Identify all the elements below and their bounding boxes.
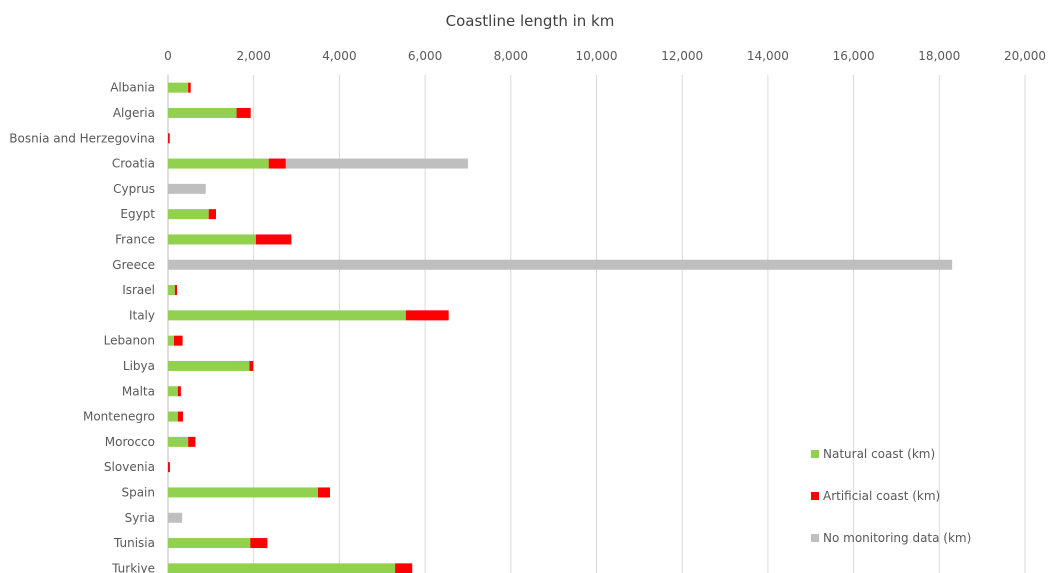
category-label: Italy [129, 308, 155, 322]
category-label: Cyprus [113, 182, 155, 196]
category-label: Albania [110, 81, 155, 95]
legend-label: Natural coast (km) [823, 447, 935, 461]
bar-segment-natural [168, 411, 178, 422]
x-tick-label: 6,000 [408, 49, 442, 63]
bar-segment-no-data [168, 512, 183, 523]
bar-segment-natural [168, 285, 175, 296]
bar-segment-natural [168, 335, 174, 346]
bar-segment-natural [168, 563, 396, 573]
x-tick-label: 4,000 [322, 49, 356, 63]
category-label: Malta [122, 384, 155, 398]
bar-segment-artificial [173, 335, 183, 346]
legend-label: No monitoring data (km) [823, 531, 971, 545]
bars [168, 82, 953, 573]
legend-swatch [811, 450, 819, 458]
category-label: Egypt [120, 207, 155, 221]
category-label: Croatia [112, 157, 155, 171]
category-label: Algeria [113, 106, 155, 120]
bar-segment-natural [168, 234, 256, 245]
category-label: Syria [125, 511, 155, 525]
bar-segment-natural [168, 436, 189, 447]
bar-segment-artificial [168, 462, 170, 473]
bar-segment-artificial [249, 360, 254, 371]
bar-segment-artificial [395, 563, 413, 573]
bar-segment-natural [168, 386, 178, 397]
category-label: Morocco [105, 435, 155, 449]
bar-segment-natural [168, 158, 269, 169]
category-label: Israel [122, 283, 155, 297]
bar-segment-artificial [168, 133, 170, 144]
category-labels: Albania Algeria Bosnia and Herzegovina Croa… [9, 81, 155, 573]
category-label: Spain [121, 485, 155, 499]
bar-segment-natural [168, 107, 237, 118]
bar-segment-no-data [168, 259, 953, 270]
category-label: Montenegro [83, 410, 155, 424]
category-label: France [115, 232, 155, 246]
bar-segment-artificial [236, 107, 251, 118]
bar-segment-artificial [317, 487, 330, 498]
legend-swatch [811, 492, 819, 500]
legend-label: Artificial coast (km) [823, 489, 940, 503]
bar-segment-artificial [177, 386, 181, 397]
category-label: Bosnia and Herzegovina [9, 131, 155, 145]
bar-segment-artificial [268, 158, 286, 169]
legend: Natural coast (km) Artificial coast (km) N… [811, 447, 971, 545]
bar-segment-artificial [255, 234, 292, 245]
bar-segment-no-data [285, 158, 468, 169]
x-tick-label: 12,000 [661, 49, 703, 63]
x-tick-label: 8,000 [494, 49, 528, 63]
category-label: Libya [123, 359, 155, 373]
x-tick-label: 10,000 [576, 49, 618, 63]
bar-segment-natural [168, 360, 250, 371]
bar-segment-artificial [177, 411, 183, 422]
x-tick-label: 2,000 [237, 49, 271, 63]
bar-segment-artificial [188, 436, 196, 447]
x-tick-label: 14,000 [747, 49, 789, 63]
x-tick-label: 16,000 [833, 49, 875, 63]
category-label: Greece [112, 258, 155, 272]
x-tick-label: 20,000 [1004, 49, 1046, 63]
bar-segment-natural [168, 209, 209, 220]
bar-segment-artificial [208, 209, 216, 220]
bar-segment-natural [168, 310, 406, 321]
legend-swatch [811, 534, 819, 542]
bar-segment-artificial [174, 285, 177, 296]
x-axis-tick-labels: 0 2,000 4,000 6,000 8,000 10,000 12,000 14,000 1… [164, 49, 1046, 63]
bar-segment-artificial [250, 538, 268, 549]
category-label: Lebanon [104, 334, 155, 348]
category-label: Tunisia [113, 536, 155, 550]
x-tick-label: 0 [164, 49, 172, 63]
bar-segment-no-data [168, 183, 206, 194]
bar-segment-natural [168, 82, 189, 93]
category-label: Turkiye [111, 561, 155, 573]
x-tick-label: 18,000 [918, 49, 960, 63]
bar-segment-artificial [405, 310, 449, 321]
chart-title: Coastline length in km [446, 12, 615, 30]
bar-segment-natural [168, 487, 318, 498]
bar-segment-natural [168, 538, 251, 549]
bar-segment-artificial [188, 82, 191, 93]
category-label: Slovenia [104, 460, 155, 474]
